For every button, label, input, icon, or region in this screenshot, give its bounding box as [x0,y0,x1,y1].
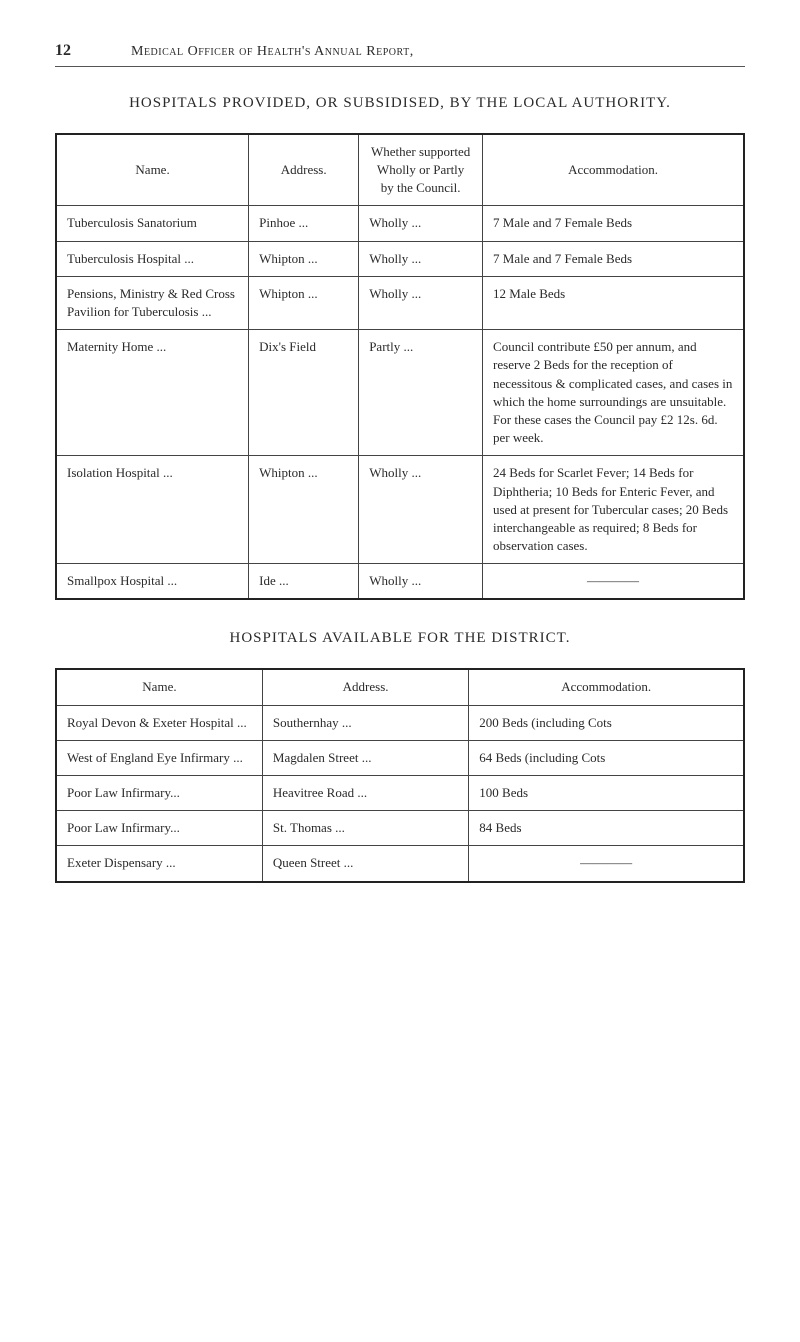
cell-name: West of England Eye Infirmary ... [56,740,262,775]
cell-support: Wholly ... [359,564,483,600]
col-header-accommodation: Accommodation. [483,134,744,206]
page-number: 12 [55,40,71,62]
cell-support: Wholly ... [359,241,483,276]
cell-accommodation: 100 Beds [469,776,744,811]
cell-name: Poor Law Infirmary... [56,776,262,811]
cell-accommodation: 12 Male Beds [483,276,744,329]
cell-address: Whipton ... [249,241,359,276]
cell-accommodation: 84 Beds [469,811,744,846]
table-row: Royal Devon & Exeter Hospital ... Southe… [56,705,744,740]
cell-accommodation: ———— [469,846,744,882]
cell-name: Isolation Hospital ... [56,456,249,564]
table-row: Poor Law Infirmary... Heavitree Road ...… [56,776,744,811]
cell-support: Partly ... [359,330,483,456]
cell-accommodation: ———— [483,564,744,600]
table-header-row: Name. Address. Whether supported Wholly … [56,134,744,206]
cell-address: Southernhay ... [262,705,468,740]
cell-name: Pensions, Ministry & Red Cross Pavilion … [56,276,249,329]
cell-address: Heavitree Road ... [262,776,468,811]
table-row: Tuberculosis Hospital ... Whipton ... Wh… [56,241,744,276]
cell-accommodation: 24 Beds for Scarlet Fever; 14 Beds for D… [483,456,744,564]
cell-address: Pinhoe ... [249,206,359,241]
col-header-accommodation: Accommodation. [469,669,744,705]
col-header-address: Address. [262,669,468,705]
cell-name: Exeter Dispensary ... [56,846,262,882]
cell-accommodation: 200 Beds (including Cots [469,705,744,740]
col-header-support: Whether supported Wholly or Partly by th… [359,134,483,206]
cell-support: Wholly ... [359,276,483,329]
cell-name: Maternity Home ... [56,330,249,456]
cell-support: Wholly ... [359,206,483,241]
table-row: Pensions, Ministry & Red Cross Pavilion … [56,276,744,329]
running-title: Medical Officer of Health's Annual Repor… [131,43,414,62]
table-row: Poor Law Infirmary... St. Thomas ... 84 … [56,811,744,846]
cell-name: Poor Law Infirmary... [56,811,262,846]
table-row: West of England Eye Infirmary ... Magdal… [56,740,744,775]
cell-address: Ide ... [249,564,359,600]
col-header-name: Name. [56,669,262,705]
section2-title: HOSPITALS AVAILABLE FOR THE DISTRICT. [55,626,745,650]
col-header-address: Address. [249,134,359,206]
cell-address: Whipton ... [249,456,359,564]
col-header-name: Name. [56,134,249,206]
hospitals-provided-table: Name. Address. Whether supported Wholly … [55,133,745,601]
cell-name: Tuberculosis Sanatorium [56,206,249,241]
cell-address: Dix's Field [249,330,359,456]
cell-address: Queen Street ... [262,846,468,882]
table-row: Tuberculosis Sanatorium Pinhoe ... Wholl… [56,206,744,241]
table-row: Isolation Hospital ... Whipton ... Wholl… [56,456,744,564]
table-header-row: Name. Address. Accommodation. [56,669,744,705]
cell-address: Magdalen Street ... [262,740,468,775]
cell-address: St. Thomas ... [262,811,468,846]
cell-name: Royal Devon & Exeter Hospital ... [56,705,262,740]
cell-name: Tuberculosis Hospital ... [56,241,249,276]
cell-name: Smallpox Hospital ... [56,564,249,600]
cell-accommodation: Council contribute £50 per annum, and re… [483,330,744,456]
table-row: Smallpox Hospital ... Ide ... Wholly ...… [56,564,744,600]
cell-accommodation: 64 Beds (including Cots [469,740,744,775]
section1-title: HOSPITALS PROVIDED, OR SUBSIDISED, BY TH… [55,91,745,115]
cell-support: Wholly ... [359,456,483,564]
cell-accommodation: 7 Male and 7 Female Beds [483,241,744,276]
table-row: Exeter Dispensary ... Queen Street ... —… [56,846,744,882]
page-header: 12 Medical Officer of Health's Annual Re… [55,40,745,67]
hospitals-available-table: Name. Address. Accommodation. Royal Devo… [55,668,745,882]
cell-accommodation: 7 Male and 7 Female Beds [483,206,744,241]
table-row: Maternity Home ... Dix's Field Partly ..… [56,330,744,456]
cell-address: Whipton ... [249,276,359,329]
